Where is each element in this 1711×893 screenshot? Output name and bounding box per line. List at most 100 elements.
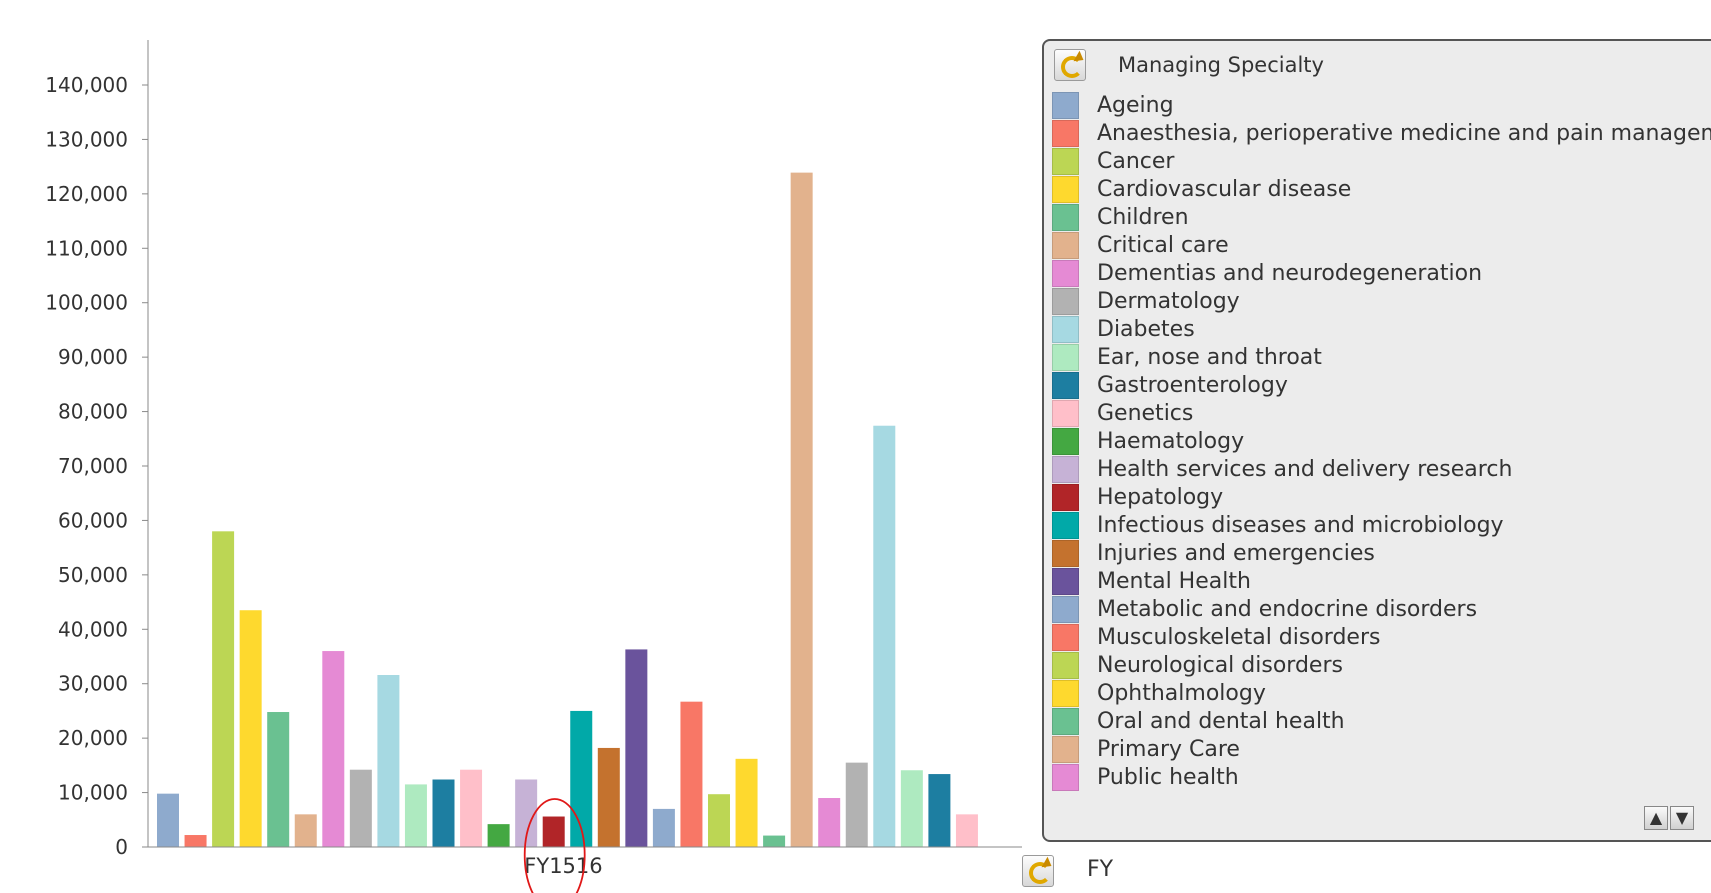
- y-tick-label: 0: [115, 835, 128, 859]
- bar[interactable]: [404, 784, 427, 847]
- bar[interactable]: [184, 835, 207, 847]
- bar[interactable]: [900, 770, 923, 847]
- legend-label: Primary Care: [1097, 737, 1240, 762]
- bar[interactable]: [212, 531, 235, 847]
- bar[interactable]: [487, 824, 510, 847]
- legend-swatch: [1052, 204, 1079, 231]
- bar[interactable]: [818, 798, 841, 847]
- y-tick-label: 80,000: [58, 400, 128, 424]
- legend-item[interactable]: Infectious diseases and microbiology: [1052, 511, 1711, 539]
- legend-label: Genetics: [1097, 401, 1194, 426]
- bar[interactable]: [625, 649, 648, 847]
- bar[interactable]: [542, 816, 565, 847]
- refresh-icon[interactable]: [1054, 49, 1086, 81]
- y-tick-label: 40,000: [58, 617, 128, 641]
- legend-item[interactable]: Ophthalmology: [1052, 679, 1711, 707]
- legend-item[interactable]: Primary Care: [1052, 735, 1711, 763]
- bar[interactable]: [735, 758, 758, 847]
- bar[interactable]: [239, 610, 262, 847]
- legend-label: Infectious diseases and microbiology: [1097, 513, 1504, 538]
- legend-scroll-buttons: ▲ ▼: [1642, 806, 1694, 830]
- legend-item[interactable]: Ageing: [1052, 91, 1711, 119]
- legend-label: Metabolic and endocrine disorders: [1097, 597, 1478, 622]
- legend-swatch: [1052, 736, 1079, 763]
- fy-label: FY: [1087, 857, 1114, 882]
- legend-item[interactable]: Health services and delivery research: [1052, 455, 1711, 483]
- y-tick-label: 130,000: [45, 127, 128, 151]
- legend-swatch: [1052, 680, 1079, 707]
- legend-label: Anaesthesia, perioperative medicine and …: [1097, 121, 1711, 146]
- bar[interactable]: [157, 793, 179, 847]
- y-tick-label: 10,000: [58, 781, 128, 805]
- legend-label: Ear, nose and throat: [1097, 345, 1322, 370]
- legend-label: Cancer: [1097, 149, 1175, 174]
- refresh-icon[interactable]: [1022, 855, 1054, 887]
- legend-item[interactable]: Oral and dental health: [1052, 707, 1711, 735]
- bar[interactable]: [597, 747, 620, 847]
- legend-item[interactable]: Public health: [1052, 763, 1711, 791]
- legend-item[interactable]: Ear, nose and throat: [1052, 343, 1711, 371]
- bar[interactable]: [652, 808, 675, 847]
- legend-label: Critical care: [1097, 233, 1229, 258]
- chevron-up-icon[interactable]: ▲: [1644, 806, 1668, 830]
- bar[interactable]: [322, 651, 345, 847]
- legend-label: Health services and delivery research: [1097, 457, 1513, 482]
- chevron-down-icon[interactable]: ▼: [1670, 806, 1694, 830]
- legend-swatch: [1052, 540, 1079, 567]
- bar[interactable]: [873, 425, 896, 847]
- bar[interactable]: [763, 835, 786, 847]
- legend-item[interactable]: Mental Health: [1052, 567, 1711, 595]
- legend-item[interactable]: Musculoskeletal disorders: [1052, 623, 1711, 651]
- bar[interactable]: [349, 769, 372, 847]
- bar[interactable]: [708, 794, 730, 847]
- legend-list: Ageing Anaesthesia, perioperative medicin…: [1052, 91, 1711, 791]
- legend-item[interactable]: Diabetes: [1052, 315, 1711, 343]
- bar[interactable]: [955, 814, 978, 847]
- legend-item[interactable]: Haematology: [1052, 427, 1711, 455]
- legend-item[interactable]: Children: [1052, 203, 1711, 231]
- legend-swatch: [1052, 512, 1079, 539]
- legend-panel: Managing Specialty Ageing Anaesthesia, pe…: [1042, 39, 1711, 842]
- bar[interactable]: [790, 172, 813, 847]
- legend-header: Managing Specialty: [1044, 41, 1711, 87]
- legend-item[interactable]: Metabolic and endocrine disorders: [1052, 595, 1711, 623]
- y-axis: 0 10,000 20,000 30,000 40,000 50,000 60,000 70,…: [45, 40, 149, 859]
- legend-item[interactable]: Injuries and emergencies: [1052, 539, 1711, 567]
- legend-swatch: [1052, 568, 1079, 595]
- legend-swatch: [1052, 764, 1079, 791]
- legend-item[interactable]: Anaesthesia, perioperative medicine and …: [1052, 119, 1711, 147]
- annotations: [523, 798, 586, 893]
- bar[interactable]: [432, 779, 455, 847]
- legend-item[interactable]: Cancer: [1052, 147, 1711, 175]
- legend-item[interactable]: Dementias and neurodegeneration: [1052, 259, 1711, 287]
- legend-title: Managing Specialty: [1118, 53, 1324, 77]
- legend-label: Diabetes: [1097, 317, 1195, 342]
- bar[interactable]: [460, 769, 483, 847]
- legend-item[interactable]: Neurological disorders: [1052, 651, 1711, 679]
- legend-item[interactable]: Genetics: [1052, 399, 1711, 427]
- legend-item[interactable]: Cardiovascular disease: [1052, 175, 1711, 203]
- legend-item[interactable]: Dermatology: [1052, 287, 1711, 315]
- legend-item[interactable]: Hepatology: [1052, 483, 1711, 511]
- legend-swatch: [1052, 400, 1079, 427]
- legend-item[interactable]: Critical care: [1052, 231, 1711, 259]
- bar[interactable]: [377, 675, 400, 847]
- legend-swatch: [1052, 708, 1079, 735]
- highlight-ellipse: [523, 798, 586, 893]
- y-tick-label: 100,000: [45, 291, 128, 315]
- bar[interactable]: [928, 774, 951, 847]
- bar[interactable]: [515, 779, 538, 847]
- legend-item[interactable]: Gastroenterology: [1052, 371, 1711, 399]
- bar[interactable]: [680, 701, 703, 847]
- bar[interactable]: [267, 712, 290, 847]
- legend-swatch: [1052, 428, 1079, 455]
- bar[interactable]: [294, 814, 317, 847]
- y-tick-label: 90,000: [58, 345, 128, 369]
- legend-label: Cardiovascular disease: [1097, 177, 1352, 202]
- y-tick-label: 60,000: [58, 508, 128, 532]
- legend-swatch: [1052, 148, 1079, 175]
- y-tick-label: 30,000: [58, 672, 128, 696]
- fy-filter[interactable]: FY: [1022, 852, 1702, 892]
- bar[interactable]: [845, 762, 868, 847]
- bar[interactable]: [570, 710, 593, 847]
